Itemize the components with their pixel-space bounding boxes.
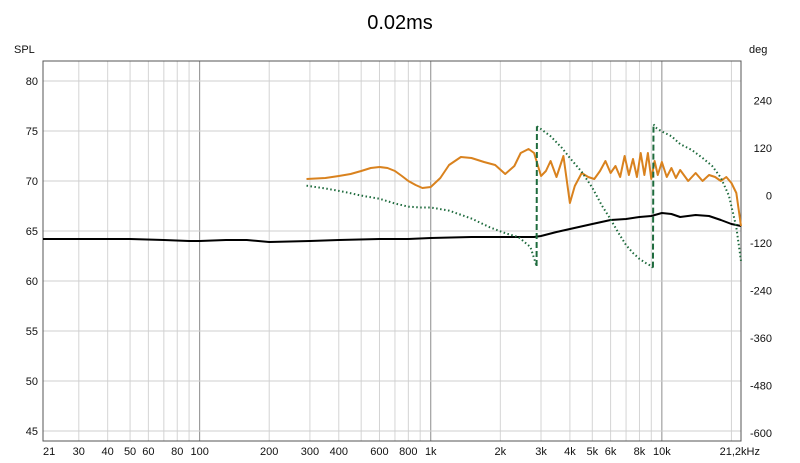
x-tick-label: 200 — [260, 446, 278, 458]
y2-tick-label: 0 — [766, 191, 772, 203]
y-axis-title: SPL — [14, 44, 35, 56]
y2-tick-label: -480 — [750, 381, 772, 393]
y2-tick-label: -120 — [750, 238, 772, 250]
y-tick-label: 55 — [26, 326, 38, 338]
y-tick-label: 80 — [26, 76, 38, 88]
spl-curve-black — [43, 212, 742, 243]
x-tick-label: 60 — [142, 446, 154, 458]
y-tick-label: 50 — [26, 376, 38, 388]
phase-curve-segment — [652, 123, 742, 262]
y-tick-label: 45 — [26, 426, 38, 438]
y2-tick-label: -600 — [750, 428, 772, 440]
x-tick-label: 400 — [330, 446, 348, 458]
x-tick-label: 21 — [43, 446, 55, 458]
series-layer — [43, 123, 742, 269]
x-tick-label: 300 — [301, 446, 319, 458]
y2-tick-label: -240 — [750, 286, 772, 298]
y2-tick-label: 240 — [754, 96, 772, 108]
x-tick-label: 600 — [370, 446, 388, 458]
chart-title: 0.02ms — [367, 12, 433, 34]
tick-labels: 21 30 40 50 60 80 100 200 300 400 600 800 1k 2k 3k 4k 5k… — [26, 76, 772, 458]
x-tick-label: 50 — [124, 446, 136, 458]
plot-area-frame — [42, 60, 742, 442]
x-tick-label: 1k — [425, 446, 437, 458]
y-tick-label: 65 — [26, 226, 38, 238]
phase-curve-segment — [306, 184, 538, 267]
x-tick-label: 21,2kHz — [720, 446, 760, 458]
x-tick-label: 100 — [190, 446, 208, 458]
x-tick-label: 5k — [586, 446, 598, 458]
x-tick-label: 4k — [564, 446, 576, 458]
x-tick-label: 80 — [171, 446, 183, 458]
x-tick-label: 800 — [399, 446, 417, 458]
y2-tick-label: -360 — [750, 333, 772, 345]
x-tick-label: 3k — [535, 446, 547, 458]
x-tick-label: 6k — [605, 446, 617, 458]
phase-curve-segment — [536, 125, 654, 269]
x-tick-label: 30 — [73, 446, 85, 458]
grid — [43, 61, 741, 441]
y-tick-label: 75 — [26, 126, 38, 138]
x-tick-label: 40 — [102, 446, 114, 458]
y2-tick-label: 120 — [754, 143, 772, 155]
phase-wrap-line — [651, 124, 655, 268]
x-tick-label: 2k — [495, 446, 507, 458]
y-tick-label: 70 — [26, 176, 38, 188]
x-tick-label: 10k — [653, 446, 671, 458]
y2-axis-title: deg — [749, 44, 767, 56]
x-tick-label: 8k — [634, 446, 646, 458]
y-tick-label: 60 — [26, 276, 38, 288]
